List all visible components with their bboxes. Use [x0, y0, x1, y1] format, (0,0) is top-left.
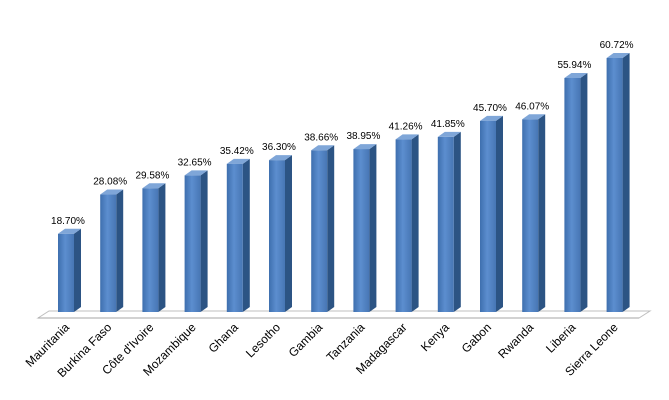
data-labels-group: 18.70% 28.08% 29.58% 32.65% 35.42% 36.30% 38.6…: [51, 40, 634, 227]
bar-side-face: [496, 115, 503, 313]
bar-top-face: [353, 144, 377, 150]
data-label: 46.07%: [515, 101, 549, 112]
data-label: 35.42%: [220, 146, 254, 157]
data-label: 45.70%: [473, 103, 507, 114]
bar-front-face: [395, 139, 412, 312]
data-label: 28.08%: [93, 177, 127, 188]
x-tick-label: Gambia: [286, 320, 326, 360]
bar-front-face: [142, 188, 159, 312]
bar-top-face: [480, 115, 503, 121]
bar-liberia: [564, 72, 588, 312]
bar-side-face: [538, 114, 546, 313]
bar-side-face: [285, 155, 292, 312]
bar-side-face: [411, 134, 419, 312]
data-label: 38.66%: [304, 132, 338, 143]
bar-front-face: [100, 194, 117, 312]
data-label: 41.85%: [431, 119, 465, 130]
bar-top-face: [269, 155, 292, 161]
bar-front-face: [606, 58, 623, 312]
bar-front-face: [480, 120, 496, 313]
bar-front-face: [437, 136, 454, 312]
bar-front-face: [184, 175, 201, 312]
bar-gabon: [480, 115, 503, 313]
bar-side-face: [158, 183, 166, 312]
bar-side-face: [74, 228, 81, 312]
bar-kenya: [437, 131, 461, 312]
bar-mozambique: [184, 170, 208, 312]
data-label: 60.72%: [600, 40, 634, 51]
bar-top-face: [226, 158, 250, 164]
bar-top-face: [100, 189, 124, 195]
bar-front-face: [58, 233, 74, 312]
bar-madagascar: [395, 134, 419, 312]
bar-tanzania: [353, 144, 377, 312]
data-label: 41.26%: [389, 121, 423, 132]
chart-floor: [36, 310, 652, 319]
data-label: 29.58%: [135, 170, 169, 181]
bar-c-te-d-ivoire: [142, 183, 166, 312]
bar-ghana: [226, 158, 250, 312]
bar-top-face: [606, 53, 630, 58]
bars-group: [58, 53, 630, 313]
bar-lesotho: [269, 155, 292, 312]
x-tick-label: Rwanda: [495, 320, 536, 361]
bar-side-face: [200, 170, 208, 312]
x-tick-label: Lesotho: [243, 320, 283, 360]
bar-top-face: [184, 170, 208, 176]
bar-top-face: [437, 131, 461, 137]
bar-gambia: [311, 145, 335, 312]
bar-top-face: [564, 72, 588, 78]
bar-side-face: [369, 144, 377, 312]
bar-front-face: [226, 163, 243, 312]
bar-mauritania: [58, 228, 81, 312]
data-label: 32.65%: [178, 157, 212, 168]
data-label: 55.94%: [557, 60, 591, 71]
bar-side-face: [327, 145, 335, 312]
bar-top-face: [58, 228, 81, 234]
bar-front-face: [522, 119, 539, 313]
x-tick-label: Tanzania: [324, 320, 368, 364]
x-tick-label: Liberia: [543, 320, 579, 356]
bar-rwanda: [522, 114, 546, 313]
bar-side-face: [453, 131, 461, 312]
bar-top-face: [395, 134, 419, 140]
x-tick-label: Ghana: [206, 320, 242, 356]
bar-top-face: [311, 145, 335, 151]
data-label: 18.70%: [51, 216, 85, 227]
bar-front-face: [269, 160, 285, 312]
bar-side-face: [622, 53, 630, 312]
bar-side-face: [580, 72, 588, 312]
bar-front-face: [564, 77, 581, 312]
data-label: 36.30%: [262, 142, 296, 153]
data-label: 38.95%: [346, 131, 380, 142]
bar-front-face: [311, 150, 328, 312]
x-tick-label: Kenya: [418, 320, 452, 354]
bar-front-face: [353, 149, 370, 312]
bar-sierra-leone: [606, 53, 630, 312]
bar-side-face: [116, 189, 124, 312]
bar-side-face: [242, 158, 250, 312]
x-tick-label: Gabon: [459, 320, 494, 355]
bar-top-face: [142, 183, 166, 189]
bar-top-face: [522, 114, 546, 120]
bar-burkina-faso: [100, 189, 124, 312]
